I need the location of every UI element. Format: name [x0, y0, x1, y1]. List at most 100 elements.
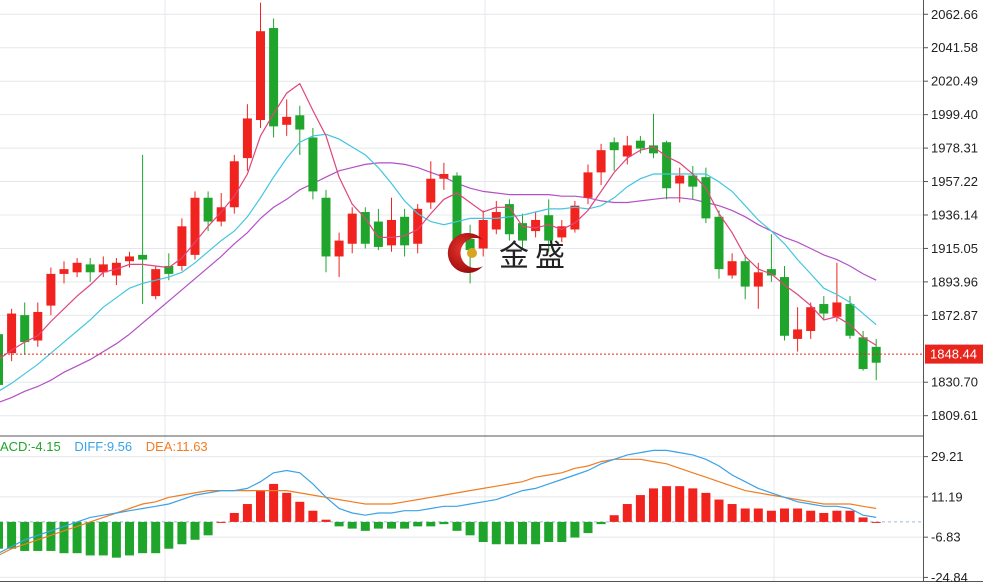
candle — [596, 143, 606, 186]
candle — [727, 253, 737, 279]
candle — [203, 191, 213, 232]
macd-bar — [203, 521, 213, 536]
macd-bar — [98, 521, 108, 556]
candle-body — [216, 207, 226, 222]
candle — [701, 167, 711, 224]
candle-body — [426, 178, 436, 203]
candle — [190, 191, 200, 260]
candle — [649, 113, 658, 159]
candle — [570, 200, 580, 233]
candle-body — [190, 197, 200, 255]
candle-body — [478, 219, 488, 249]
candle — [609, 137, 619, 171]
candle — [531, 212, 541, 238]
macd-bar — [282, 492, 292, 522]
candle-body — [269, 28, 279, 127]
ma20-line-group — [0, 162, 877, 403]
candle — [98, 256, 108, 278]
candle-body — [662, 142, 672, 189]
price-tick-label: 1957.22 — [931, 174, 978, 189]
macd-bar — [7, 521, 17, 549]
candle-body — [504, 204, 514, 235]
candle-body — [85, 264, 95, 273]
candle-body — [727, 261, 737, 276]
candle-body — [793, 329, 803, 339]
candle — [400, 208, 410, 257]
macd-bar — [439, 521, 449, 525]
candle-body — [400, 216, 410, 246]
candle-body — [701, 177, 711, 219]
candle-body — [256, 31, 265, 121]
macd-bar — [531, 521, 541, 545]
candle-body — [845, 304, 855, 336]
macd-bar — [360, 521, 370, 531]
candle — [387, 197, 396, 252]
macd-bar — [20, 521, 30, 551]
candle-body — [780, 277, 789, 336]
candle — [793, 307, 803, 352]
macd-bar — [177, 521, 187, 545]
macd-bar — [583, 521, 593, 534]
macd-bar — [59, 521, 69, 554]
macd-bar — [465, 521, 475, 536]
candle — [780, 265, 789, 341]
candle-body — [125, 256, 134, 262]
candle — [544, 199, 554, 252]
candle — [85, 258, 95, 282]
macd-bar — [662, 486, 672, 522]
candle — [46, 267, 56, 316]
macd-bar — [72, 521, 82, 554]
price-tick-label: 1809.61 — [931, 408, 978, 423]
candle — [269, 18, 279, 138]
candle — [0, 334, 3, 385]
ma10-line — [0, 133, 877, 392]
candle — [662, 140, 672, 200]
candle-body — [387, 219, 396, 246]
candle-body — [819, 304, 829, 314]
candle — [518, 213, 527, 249]
candle — [740, 254, 750, 300]
macd-bar — [753, 508, 763, 522]
candle-body — [753, 272, 763, 287]
macd-bar — [609, 515, 619, 522]
candle — [216, 193, 226, 227]
macd-bar — [426, 521, 436, 527]
candle-body — [59, 269, 69, 274]
candle — [59, 261, 69, 284]
macd-tick-label: 29.21 — [931, 449, 964, 464]
candle-body — [858, 337, 868, 370]
candle — [360, 207, 370, 249]
candle-body — [635, 140, 645, 149]
macd-bar — [871, 521, 881, 523]
candle-body — [491, 212, 501, 230]
candle — [491, 200, 501, 235]
macd-bar — [413, 521, 423, 527]
brand-name: 金盛 — [499, 239, 571, 274]
candle-body — [151, 269, 161, 297]
macd-bar — [400, 521, 410, 529]
macd-bar — [845, 510, 855, 522]
candle-body — [832, 302, 842, 317]
candle — [819, 296, 829, 320]
macd-bar — [688, 488, 698, 522]
last-price-tag-text: 1848.44 — [930, 347, 977, 362]
candle — [177, 218, 187, 271]
candle-body — [557, 226, 567, 238]
candle — [321, 189, 331, 273]
macd-bar — [596, 521, 606, 525]
macd-bar — [557, 521, 567, 543]
candle — [242, 104, 252, 171]
candle — [871, 338, 881, 381]
candle — [583, 164, 593, 205]
candle — [72, 258, 82, 278]
candle-body — [321, 197, 331, 257]
candle-body — [33, 311, 43, 341]
candle-body — [347, 213, 357, 244]
price-tick-label: 1872.87 — [931, 308, 978, 323]
brand-logo-icon — [447, 233, 483, 273]
candle-body — [714, 216, 724, 270]
candle — [504, 199, 514, 241]
macd-bar — [85, 521, 95, 556]
candle-body — [334, 240, 344, 257]
